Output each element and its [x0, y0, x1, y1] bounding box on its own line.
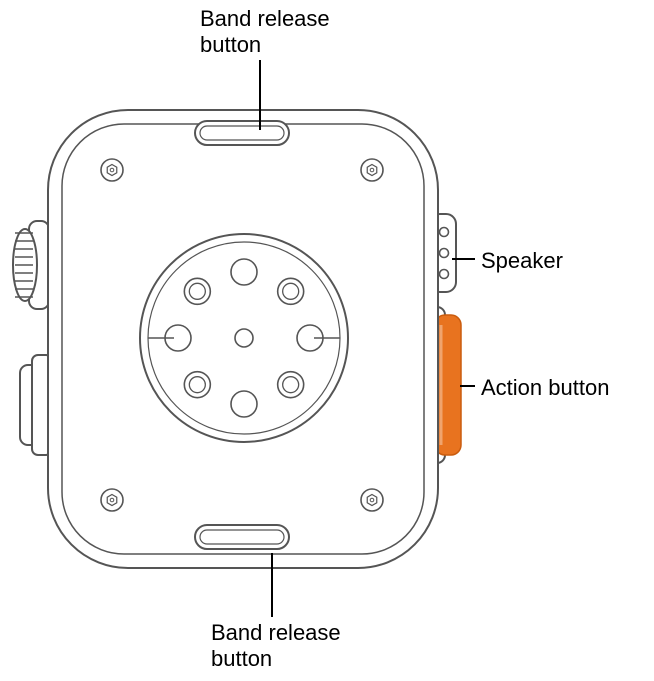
band-release-bottom — [195, 525, 289, 549]
leader-line-top — [259, 60, 261, 130]
watch-diagram — [8, 100, 468, 580]
leader-line-bottom — [271, 553, 273, 617]
label-text: Band release — [200, 6, 330, 31]
digital-crown — [13, 221, 49, 309]
label-band-release-top: Band release button — [200, 6, 330, 59]
label-action-button: Action button — [481, 375, 609, 401]
label-speaker: Speaker — [481, 248, 563, 274]
label-text: button — [211, 646, 272, 671]
leader-line-action — [460, 385, 475, 387]
sensor-cluster — [140, 234, 348, 442]
label-text: Action button — [481, 375, 609, 400]
label-band-release-bottom: Band release button — [211, 620, 341, 673]
band-release-top — [195, 121, 289, 145]
label-text: Speaker — [481, 248, 563, 273]
label-text: Band release — [211, 620, 341, 645]
leader-line-speaker — [452, 258, 475, 260]
label-text: button — [200, 32, 261, 57]
